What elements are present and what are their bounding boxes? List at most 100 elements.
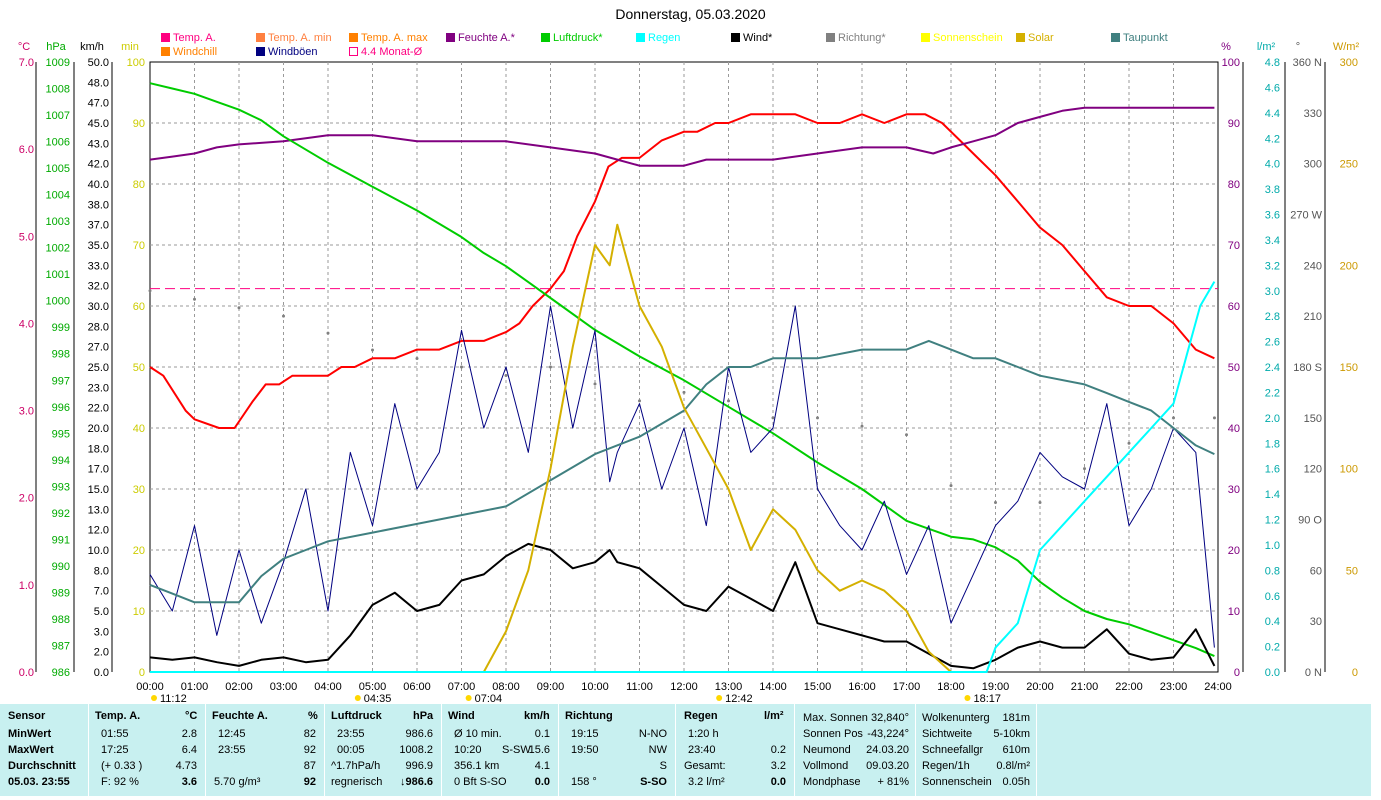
- x-tick-label: 02:00: [225, 681, 253, 693]
- sonne-value-3: 09.03.20: [866, 760, 909, 772]
- axis-tick-hpa: 1003: [46, 216, 70, 228]
- series-point-richtung: [1127, 441, 1131, 445]
- sensor-avg-label: Durchschnitt: [8, 760, 76, 772]
- series-point-richtung: [638, 399, 641, 403]
- series-line-wind: [149, 542, 1216, 670]
- series-line-temp-a: [149, 113, 1215, 429]
- axis-tick-wm2: 0: [1352, 667, 1358, 679]
- sensor-max-label: MaxWert: [8, 744, 54, 756]
- axis-tick-lm2: 2.0: [1265, 413, 1280, 425]
- feuchte-min-value: 82: [303, 728, 316, 740]
- x-tick-label: 17:00: [893, 681, 921, 693]
- temp-current-value: 3.6: [181, 776, 197, 788]
- legend-label: Windböen: [268, 46, 318, 58]
- series-point-richtung: [549, 365, 552, 369]
- legend-item: Temp. A.: [161, 32, 216, 44]
- feuchte-section: Feuchte A. % 12:45 82 23:55 92 87 5.70 g…: [206, 704, 324, 796]
- axis-tick-lm2: 4.6: [1265, 82, 1280, 94]
- wolken-value-4: 0.05h: [1002, 776, 1030, 788]
- event-label: 07:04: [475, 693, 503, 704]
- axis-tick-lm2: 0.8: [1265, 565, 1280, 577]
- axis-tick-percent: 30: [1228, 484, 1240, 496]
- legend-label: Solar: [1028, 32, 1054, 44]
- axis-tick-deg: 210: [1304, 311, 1322, 323]
- luftdruck-avg-value: 996.9: [405, 760, 433, 772]
- sonne-value-4: + 81%: [877, 776, 910, 788]
- axis-tick-percent: 80: [1228, 179, 1240, 191]
- series-line-taupunkt: [149, 339, 1215, 604]
- axis-tick-min: 90: [133, 118, 145, 130]
- axis-unit-hpa: hPa: [46, 41, 66, 53]
- series-point-richtung: [237, 306, 241, 310]
- axis-tick-kmh: 38.0: [88, 199, 109, 211]
- series-point-richtung: [816, 416, 819, 420]
- axis-tick-hpa: 1008: [46, 84, 70, 96]
- legend-label: Temp. A. min: [268, 32, 332, 44]
- axis-tick-lm2: 3.8: [1265, 184, 1280, 196]
- x-tick-label: 03:00: [270, 681, 298, 693]
- x-tick-label: 04:00: [314, 681, 342, 693]
- legend-label: Windchill: [173, 46, 218, 58]
- axis-tick-wm2: 300: [1340, 57, 1358, 69]
- feuchte-max-time: 23:55: [218, 744, 246, 756]
- temp-unit: °C: [185, 710, 198, 722]
- wind-current-value: 0.0: [534, 776, 550, 788]
- legend-swatch: [731, 33, 740, 42]
- axis-tick-min: 40: [133, 423, 145, 435]
- sonne-section: Max. Sonnen 32,840° Sonnen Pos -43,224° …: [795, 704, 915, 796]
- axis-tick-kmh: 0.0: [94, 667, 109, 679]
- axis-tick-kmh: 3.0: [94, 626, 109, 638]
- axis-tick-hpa: 988: [52, 614, 70, 626]
- luftdruck-trend: ^1.7hPa/h: [331, 760, 381, 772]
- regen-total-label: Gesamt:: [684, 760, 726, 772]
- footer-stats: Sensor MinWert MaxWert Durchschnitt 05.0…: [0, 704, 1371, 796]
- event-label: 12:42: [725, 693, 753, 704]
- axis-tick-kmh: 40.0: [88, 179, 109, 191]
- x-tick-label: 10:00: [581, 681, 609, 693]
- axis-unit-kmh: km/h: [80, 41, 104, 53]
- axis-tick-lm2: 1.8: [1265, 438, 1280, 450]
- x-tick-label: 19:00: [982, 681, 1010, 693]
- sun-icon: [354, 695, 361, 701]
- axis-tick-kmh: 27.0: [88, 342, 109, 354]
- sun-icon: [465, 695, 472, 701]
- luftdruck-unit: hPa: [413, 710, 434, 722]
- x-tick-label: 21:00: [1071, 681, 1099, 693]
- axis-tick-percent: 40: [1228, 423, 1240, 435]
- axis-tick-celsius: 6.0: [19, 144, 34, 156]
- sonne-value-1: -43,224°: [867, 728, 909, 740]
- wolken-label-1: Sichtweite: [922, 728, 973, 740]
- axis-tick-lm2: 3.6: [1265, 210, 1280, 222]
- feuchte-current-value: 92: [303, 776, 316, 788]
- x-tick-label: 24:00: [1204, 681, 1232, 693]
- axis-tick-wm2: 200: [1340, 260, 1358, 272]
- axis-tick-kmh: 48.0: [88, 77, 109, 89]
- series-point-richtung: [1083, 467, 1086, 471]
- legend-swatch: [1016, 33, 1025, 42]
- axis-tick-hpa: 986: [52, 667, 70, 679]
- series-point-richtung: [504, 373, 508, 377]
- axis-tick-kmh: 20.0: [88, 423, 109, 435]
- legend-item: 4.4 Monat-Ø: [349, 46, 422, 58]
- legend-label: Wind*: [743, 32, 773, 44]
- x-tick-label: 23:00: [1160, 681, 1188, 693]
- regen-head: Regen: [684, 710, 718, 722]
- x-tick-label: 22:00: [1115, 681, 1143, 693]
- series-point-richtung: [193, 297, 196, 301]
- axis-tick-percent: 60: [1228, 301, 1240, 313]
- luftdruck-current-value: ↓986.6: [399, 776, 433, 788]
- richtung-degrees: 158 °: [571, 776, 597, 788]
- axis-tick-hpa: 1001: [46, 269, 70, 281]
- legend-swatch: [256, 47, 265, 56]
- sonne-label-1: Sonnen Pos: [803, 728, 863, 740]
- series-line-luftdruck: [149, 82, 1215, 658]
- axis-tick-lm2: 3.0: [1265, 286, 1280, 298]
- regen-section: Regen l/m² 1:20 h 23:40 0.2 Gesamt: 3.2 …: [676, 704, 794, 796]
- wind-avg-value: 4.1: [534, 760, 550, 772]
- axis-tick-celsius: 0.0: [19, 667, 34, 679]
- legend-item: Feuchte A.*: [446, 32, 515, 44]
- luftdruck-min-value: 986.6: [405, 728, 433, 740]
- axis-tick-deg: 0 N: [1305, 667, 1322, 679]
- axis-tick-lm2: 3.4: [1265, 235, 1280, 247]
- luftdruck-max-time: 00:05: [337, 744, 365, 756]
